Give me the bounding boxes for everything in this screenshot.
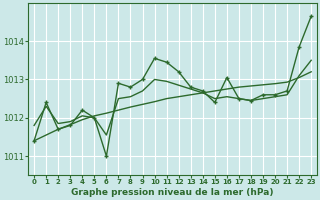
X-axis label: Graphe pression niveau de la mer (hPa): Graphe pression niveau de la mer (hPa)	[71, 188, 274, 197]
